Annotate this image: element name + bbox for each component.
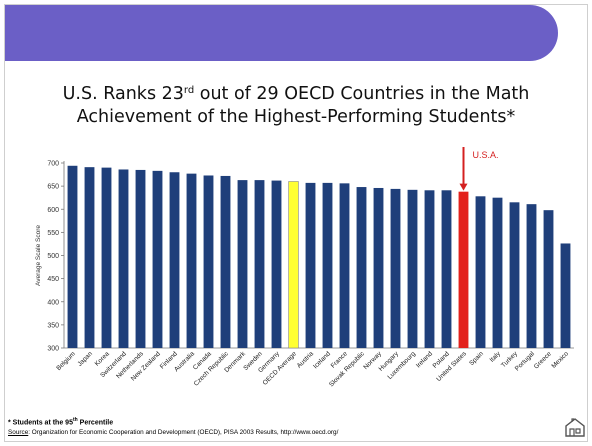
bar bbox=[458, 191, 469, 348]
bar bbox=[288, 181, 299, 349]
bar bbox=[390, 188, 401, 348]
x-tick-label: Portugal bbox=[514, 350, 536, 372]
source-text: : Organization for Economic Cooperation … bbox=[28, 429, 339, 436]
y-axis-label: Average Scale Score bbox=[35, 225, 42, 286]
slide-header-banner bbox=[5, 5, 558, 61]
bar bbox=[407, 189, 418, 348]
source-line: Source: Organization for Economic Cooper… bbox=[8, 429, 338, 436]
x-tick-label: Belgium bbox=[55, 350, 77, 372]
bar bbox=[186, 173, 197, 348]
x-tick-label: Ireland bbox=[415, 350, 434, 369]
annotation-arrow-head bbox=[459, 183, 468, 191]
school-logo-icon bbox=[565, 418, 585, 437]
y-tick-label: 450 bbox=[47, 276, 59, 283]
bar bbox=[220, 175, 231, 348]
title-line2: Achievement of the Highest-Performing St… bbox=[76, 107, 516, 127]
x-tick-label: Japan bbox=[76, 350, 94, 368]
footnote-superscript: th bbox=[72, 417, 78, 423]
bar bbox=[339, 183, 350, 348]
bar bbox=[526, 204, 537, 348]
x-tick-label: Mexico bbox=[550, 350, 570, 370]
x-tick-label: Spain bbox=[468, 350, 485, 367]
footnote: * Students at the 95th Percentile bbox=[8, 417, 113, 426]
bar bbox=[203, 175, 214, 348]
bar bbox=[169, 172, 180, 348]
source-label: Source bbox=[8, 429, 29, 436]
bar bbox=[356, 187, 367, 348]
bar bbox=[254, 180, 265, 348]
footnote-pre: * Students at the 95 bbox=[8, 419, 73, 427]
bar bbox=[509, 202, 520, 348]
bar bbox=[543, 210, 554, 348]
bar bbox=[271, 180, 282, 348]
y-tick-label: 650 bbox=[47, 184, 59, 191]
title-line1-pre: U.S. Ranks 23 bbox=[62, 84, 184, 104]
bar bbox=[424, 190, 435, 348]
bar bbox=[101, 167, 112, 348]
bar bbox=[118, 169, 129, 348]
bar bbox=[322, 182, 333, 348]
bar bbox=[135, 169, 146, 348]
bar bbox=[441, 190, 452, 348]
footnote-post: Percentile bbox=[77, 419, 114, 427]
bar bbox=[475, 196, 486, 348]
annotation-label: U.S.A. bbox=[473, 150, 499, 160]
bar bbox=[305, 182, 316, 348]
y-tick-label: 700 bbox=[47, 161, 59, 168]
y-tick-label: 550 bbox=[47, 230, 59, 237]
y-tick-label: 350 bbox=[47, 322, 59, 329]
x-tick-label: Greece bbox=[533, 350, 553, 370]
bar bbox=[560, 243, 571, 348]
bar bbox=[152, 170, 163, 348]
bar bbox=[237, 180, 248, 348]
title-line1-post: out of 29 OECD Countries in the Math bbox=[194, 84, 530, 104]
bar bbox=[492, 197, 503, 348]
y-tick-label: 600 bbox=[47, 207, 59, 214]
chart-title: U.S. Ranks 23rd out of 29 OECD Countries… bbox=[26, 83, 566, 129]
y-tick-label: 500 bbox=[47, 253, 59, 260]
bar bbox=[84, 167, 95, 348]
title-superscript: rd bbox=[183, 85, 195, 96]
bar bbox=[373, 187, 384, 348]
y-tick-label: 300 bbox=[47, 346, 59, 353]
x-tick-label: Italy bbox=[489, 350, 503, 364]
x-tick-label: Iceland bbox=[312, 350, 332, 370]
y-tick-label: 400 bbox=[47, 299, 59, 306]
bar bbox=[67, 165, 78, 348]
